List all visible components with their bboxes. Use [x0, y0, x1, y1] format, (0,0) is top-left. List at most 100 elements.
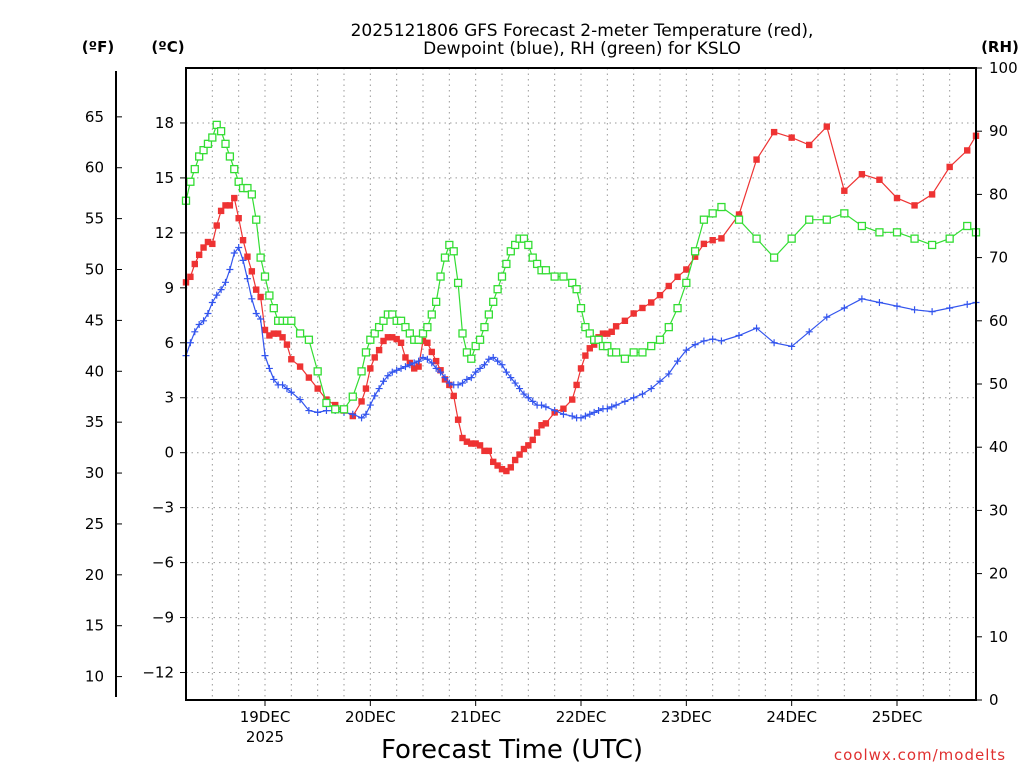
fahrenheit-tick-label: 55 [85, 210, 104, 228]
temperature-point [533, 429, 541, 436]
temperature-point [257, 293, 264, 301]
rh-point [247, 190, 256, 199]
temperature-point [305, 374, 313, 381]
fahrenheit-tick-label: 65 [85, 108, 104, 126]
rh-point [717, 202, 726, 212]
rh-point [405, 329, 414, 338]
credit-text: coolwx.com/modelts [834, 746, 1006, 764]
dewpoint-point [423, 355, 431, 363]
dewpoint-point [700, 337, 708, 345]
dewpoint-point [485, 355, 493, 363]
rh-point [647, 341, 656, 351]
celsius-tick-label: 18 [155, 114, 174, 132]
celsius-tick-label: 15 [155, 169, 174, 187]
temperature-point [511, 456, 519, 464]
rh-point [945, 234, 954, 243]
rh-point [524, 240, 533, 250]
rh-point [313, 367, 322, 376]
dewpoint-point [656, 377, 664, 385]
dewpoint-point [559, 410, 567, 418]
rh-point [256, 253, 265, 262]
rh-point [576, 304, 586, 313]
chart-title-line-1: 2025121806 GFS Forecast 2-meter Temperat… [351, 21, 814, 41]
rh-tick-label: 10 [989, 628, 1008, 646]
dewpoint-point [476, 364, 484, 372]
rh-tick-label: 80 [989, 185, 1008, 203]
dewpoint-point [265, 364, 273, 372]
dewpoint-point [674, 357, 682, 365]
dewpoint-point [213, 291, 221, 299]
temperature-point [450, 392, 457, 400]
dewpoint-point [222, 278, 229, 286]
rh-point [489, 297, 498, 306]
rh-point [471, 341, 480, 351]
dewpoint-point [911, 306, 919, 314]
temperature-point [481, 447, 488, 455]
temperature-point [419, 337, 427, 345]
dewpoint-point [516, 385, 524, 393]
dewpoint-point [963, 300, 971, 308]
rh-point [295, 329, 305, 338]
temperature-point [674, 273, 681, 281]
rh-point [269, 304, 278, 313]
dewpoint-point [581, 412, 589, 420]
rh-point [440, 253, 450, 262]
rh-point [423, 322, 432, 332]
dewpoint-point [858, 295, 866, 303]
dewpoint-point [875, 298, 883, 306]
rh-point [787, 234, 796, 243]
temperature-point [494, 462, 501, 469]
dewpoint-point [270, 375, 278, 383]
rh-point [840, 209, 849, 218]
dewpoint-point [603, 405, 611, 413]
x-tick-label: 23DEC [661, 708, 712, 726]
temperature-point [274, 330, 282, 337]
dewpoint-point [322, 407, 330, 415]
rh-point [203, 139, 213, 148]
dewpoint-point [823, 313, 831, 321]
dewpoint-point [586, 410, 594, 418]
rh-tick-label: 0 [989, 691, 999, 709]
rh-tick-label: 50 [989, 375, 1008, 393]
dewpoint-point [279, 381, 287, 389]
fahrenheit-unit-label: (ºF) [82, 38, 114, 56]
rh-point [493, 285, 502, 294]
temperature-point [577, 365, 585, 372]
temperature-point [235, 215, 242, 222]
temperature-point [213, 222, 220, 229]
rh-tick-label: 90 [989, 122, 1008, 140]
temperature-point [463, 438, 471, 445]
dewpoint-point [371, 392, 379, 400]
fahrenheit-tick-label: 60 [85, 159, 104, 177]
temperature-point [753, 156, 760, 163]
temperature-point [248, 268, 256, 275]
dewpoint-point [928, 308, 936, 316]
dewpoint-point [195, 320, 203, 328]
dewpoint-point [454, 381, 462, 389]
rh-point [414, 335, 423, 344]
temperature-point [222, 202, 229, 209]
dewpoint-point [314, 408, 322, 416]
rh-point [581, 322, 590, 332]
temperature-point [569, 396, 576, 403]
dewpoint-point [735, 331, 743, 339]
rh-point [339, 405, 349, 414]
temperature-point [490, 458, 497, 466]
dewpoint-point [498, 361, 506, 369]
rh-point [769, 253, 779, 262]
rh-point [682, 278, 691, 288]
temperature-point [586, 345, 593, 352]
temperature-point [397, 339, 405, 346]
series-rh [181, 120, 981, 414]
rh-point [511, 240, 520, 250]
dewpoint-point [235, 244, 243, 252]
temperature-point [735, 211, 743, 218]
temperature-point [691, 253, 699, 260]
temperature-point [204, 238, 212, 246]
temperature-point [538, 422, 545, 429]
rh-point [611, 348, 621, 357]
dewpoint-point [366, 401, 374, 409]
dewpoint-point [375, 385, 383, 393]
temperature-point [560, 405, 567, 412]
